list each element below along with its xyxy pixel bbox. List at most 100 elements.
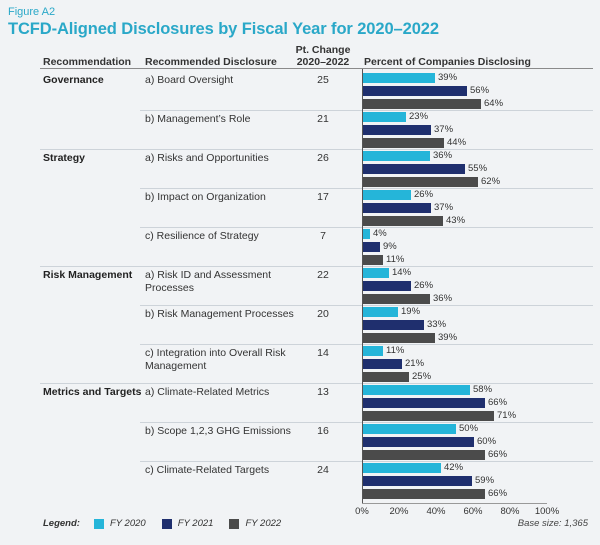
data-label-fy2021: 33% <box>427 319 447 330</box>
bar-fy2022 <box>363 372 409 382</box>
legend-item-fy2021: FY 2021 <box>161 518 214 529</box>
bar-fy2021 <box>363 476 472 486</box>
data-label-fy2021: 66% <box>488 397 508 408</box>
group-separator <box>40 149 593 150</box>
data-label-fy2022: 66% <box>488 449 508 460</box>
data-label-fy2022: 64% <box>484 98 504 109</box>
data-label-fy2021: 56% <box>470 85 490 96</box>
item-separator <box>140 422 593 423</box>
pt-change-value: 13 <box>317 386 329 398</box>
data-label-fy2022: 44% <box>447 137 467 148</box>
group-separator <box>40 383 593 384</box>
legend-label-fy2022: FY 2022 <box>245 518 282 529</box>
legend-label-fy2020: FY 2020 <box>109 518 146 529</box>
category-label: Governance <box>43 74 104 86</box>
bar-fy2020 <box>363 346 383 356</box>
figure-label: Figure A2 <box>8 6 56 18</box>
header-pt-change-line1: Pt. Change <box>295 44 351 56</box>
data-label-fy2022: 36% <box>433 293 453 304</box>
data-label-fy2021: 21% <box>405 358 425 369</box>
disclosure-label: a) Risks and Opportunities <box>145 152 269 164</box>
x-tick-label: 0% <box>355 506 369 517</box>
data-label-fy2020: 23% <box>409 111 429 122</box>
bar-fy2020 <box>363 424 456 434</box>
pt-change-value: 7 <box>320 230 326 242</box>
pt-change-value: 26 <box>317 152 329 164</box>
data-label-fy2022: 39% <box>438 332 458 343</box>
bar-fy2021 <box>363 320 424 330</box>
item-separator <box>140 110 593 111</box>
data-label-fy2020: 14% <box>392 267 412 278</box>
x-tick-label: 40% <box>426 506 446 517</box>
data-label-fy2022: 66% <box>488 488 508 499</box>
x-tick-label: 80% <box>500 506 520 517</box>
bar-fy2021 <box>363 164 465 174</box>
base-size-note: Base size: 1,365 <box>517 518 588 529</box>
pt-change-value: 14 <box>317 347 329 359</box>
item-separator <box>140 344 593 345</box>
legend-swatch-fy2020 <box>93 518 104 529</box>
bar-fy2020 <box>363 112 406 122</box>
item-separator <box>140 305 593 306</box>
bar-fy2021 <box>363 359 402 369</box>
data-label-fy2022: 25% <box>412 371 432 382</box>
disclosure-label: a) Risk ID and Assessment Processes <box>145 269 272 294</box>
header-pt-change-line2: 2020–2022 <box>296 56 350 68</box>
disclosure-label: b) Impact on Organization <box>145 191 266 203</box>
data-label-fy2020: 58% <box>473 384 493 395</box>
bar-fy2020 <box>363 307 398 317</box>
category-label: Risk Management <box>43 269 133 281</box>
legend-swatch-fy2021 <box>161 518 172 529</box>
bar-fy2021 <box>363 398 485 408</box>
header-rule <box>40 68 593 69</box>
disclosure-label: a) Board Oversight <box>145 74 234 86</box>
bar-fy2022 <box>363 138 444 148</box>
pt-change-value: 20 <box>317 308 329 320</box>
plot-baseline <box>362 69 363 503</box>
legend: Legend: FY 2020 FY 2021 FY 2022 <box>43 518 297 529</box>
x-tick-label: 20% <box>389 506 409 517</box>
data-label-fy2021: 37% <box>434 202 454 213</box>
pt-change-value: 16 <box>317 425 329 437</box>
bar-fy2021 <box>363 86 467 96</box>
legend-label-fy2021: FY 2021 <box>177 518 214 529</box>
x-tick-label: 100% <box>534 506 560 517</box>
bar-fy2021 <box>363 281 411 291</box>
pt-change-value: 24 <box>317 464 329 476</box>
bar-fy2021 <box>363 437 474 447</box>
data-label-fy2020: 26% <box>414 189 434 200</box>
category-label: Strategy <box>43 152 86 164</box>
header-pt-change: Pt. Change 2020–2022 <box>290 44 356 68</box>
bar-fy2021 <box>363 125 431 135</box>
bar-fy2020 <box>363 190 411 200</box>
bar-fy2021 <box>363 242 380 252</box>
legend-item-fy2020: FY 2020 <box>93 518 146 529</box>
bar-fy2022 <box>363 294 430 304</box>
bar-fy2022 <box>363 255 383 265</box>
data-label-fy2021: 9% <box>383 241 397 252</box>
legend-title: Legend: <box>43 518 80 529</box>
bar-fy2020 <box>363 385 470 395</box>
bar-fy2022 <box>363 216 443 226</box>
header-percent: Percent of Companies Disclosing <box>364 56 531 68</box>
disclosure-label: c) Integration into Overall Risk Managem… <box>145 347 286 372</box>
bar-fy2022 <box>363 99 481 109</box>
bar-fy2022 <box>363 177 478 187</box>
legend-swatch-fy2022 <box>229 518 240 529</box>
bar-fy2022 <box>363 489 485 499</box>
x-axis-line <box>362 503 547 504</box>
header-recommendation: Recommendation <box>43 56 132 68</box>
data-label-fy2021: 59% <box>475 475 495 486</box>
data-label-fy2022: 62% <box>481 176 501 187</box>
data-label-fy2020: 39% <box>438 72 458 83</box>
bar-fy2022 <box>363 411 494 421</box>
category-label: Metrics and Targets <box>43 386 142 398</box>
legend-item-fy2022: FY 2022 <box>229 518 281 529</box>
data-label-fy2020: 42% <box>444 462 464 473</box>
data-label-fy2020: 36% <box>433 150 453 161</box>
data-label-fy2021: 37% <box>434 124 454 135</box>
disclosure-label: a) Climate-Related Metrics <box>145 386 270 398</box>
data-label-fy2021: 55% <box>468 163 488 174</box>
disclosure-label: b) Risk Management Processes <box>145 308 294 320</box>
pt-change-value: 21 <box>317 113 329 125</box>
